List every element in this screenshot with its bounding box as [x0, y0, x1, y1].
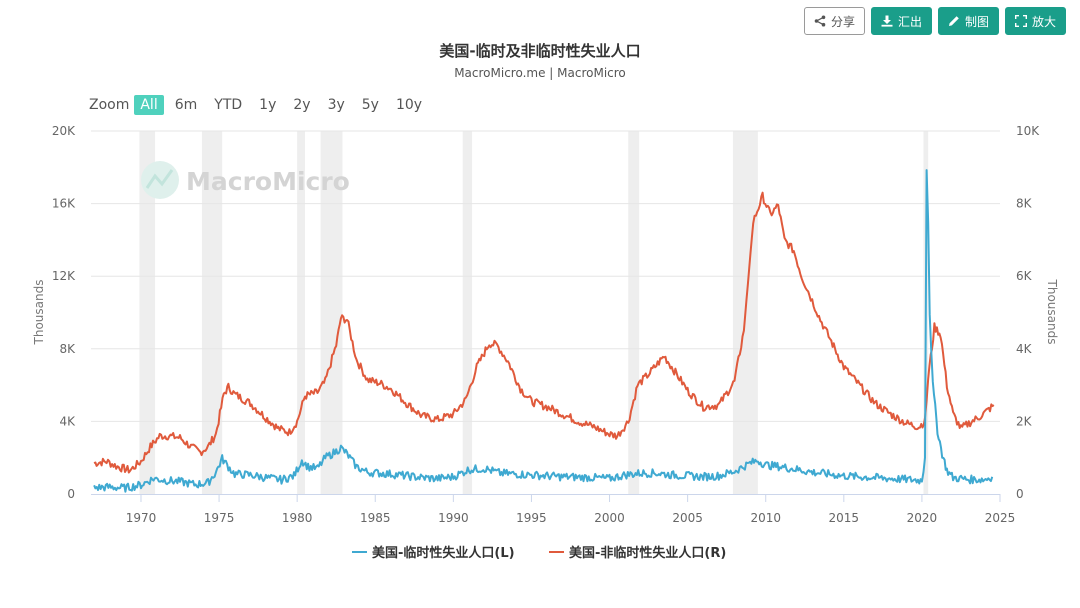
- recession-band-0: [139, 131, 156, 494]
- zoom-selector: Zoom All 6m YTD 1y 2y 3y 5y 10y: [89, 95, 433, 115]
- zoom-option-1y[interactable]: 1y: [259, 97, 277, 113]
- recession-band-1: [201, 131, 223, 494]
- left-tick-label-5: 20K: [52, 124, 76, 138]
- chart-title: 美国-临时及非临时性失业人口: [439, 42, 641, 60]
- x-tick-label-4: 1990: [438, 511, 469, 525]
- zoom-option-ytd[interactable]: YTD: [214, 97, 243, 113]
- right-axis-title: Thousands: [1045, 279, 1059, 345]
- share-icon: [814, 15, 826, 27]
- x-tick-label-6: 2000: [594, 511, 625, 525]
- expand-icon: [1014, 15, 1027, 27]
- x-tick-label-1: 1975: [204, 511, 235, 525]
- share-label: 分享: [830, 14, 855, 29]
- left-tick-label-1: 4K: [59, 414, 76, 428]
- zoom-option-6m[interactable]: 6m: [174, 97, 198, 113]
- x-tick-label-8: 2010: [750, 511, 781, 525]
- toolbar: 分享 汇出 制图 放大: [803, 7, 1066, 35]
- left-tick-label-4: 16K: [52, 197, 76, 211]
- zoom-option-3y[interactable]: 3y: [327, 97, 345, 113]
- zoom-option-5y[interactable]: 5y: [361, 97, 379, 113]
- right-tick-label-4: 8K: [1016, 197, 1033, 211]
- x-tick-label-9: 2015: [829, 511, 860, 525]
- chart-subtitle: MacroMicro.me | MacroMicro: [454, 66, 626, 80]
- zoom-option-all[interactable]: All: [134, 95, 164, 115]
- right-tick-label-2: 4K: [1016, 342, 1033, 356]
- legend-item-1: 美国-非临时性失业人口(R): [569, 545, 726, 561]
- left-tick-label-3: 12K: [52, 269, 76, 283]
- zoom-option-2y[interactable]: 2y: [293, 97, 311, 113]
- draw-label: 制图: [964, 14, 989, 29]
- recession-band-2: [297, 131, 305, 494]
- zoom-option-10y[interactable]: 10y: [395, 97, 423, 113]
- share-button[interactable]: 分享: [803, 7, 865, 35]
- watermark: MacroMicro: [141, 161, 350, 199]
- right-tick-label-0: 0: [1016, 487, 1024, 501]
- legend-item-0: 美国-临时性失业人口(L): [372, 545, 515, 561]
- x-tick-label-10: 2020: [907, 511, 938, 525]
- x-tick-label-7: 2005: [672, 511, 703, 525]
- left-tick-label-2: 8K: [59, 342, 76, 356]
- zoom-label: Zoom: [89, 97, 130, 113]
- left-tick-label-0: 0: [67, 487, 75, 501]
- export-button[interactable]: 汇出: [870, 7, 932, 35]
- right-tick-label-5: 10K: [1016, 124, 1040, 138]
- left-axis-title: Thousands: [32, 280, 46, 346]
- watermark-text: MacroMicro: [186, 167, 350, 196]
- recession-band-4: [462, 131, 473, 494]
- right-tick-label-3: 6K: [1016, 269, 1033, 283]
- recession-band-3: [320, 131, 343, 494]
- x-tick-label-11: 2025: [985, 511, 1016, 525]
- recession-band-5: [628, 131, 640, 494]
- download-icon: [881, 15, 893, 27]
- expand-label: 放大: [1031, 14, 1056, 29]
- export-label: 汇出: [897, 14, 922, 29]
- expand-button[interactable]: 放大: [1004, 7, 1066, 35]
- x-tick-label-0: 1970: [126, 511, 157, 525]
- series-line-0: [93, 169, 994, 493]
- x-tick-label-2: 1980: [282, 511, 313, 525]
- series-line-1: [93, 191, 995, 474]
- x-tick-label-5: 1995: [516, 511, 547, 525]
- pencil-icon: [948, 15, 960, 27]
- watermark-trend-icon: [145, 169, 174, 189]
- right-tick-label-1: 2K: [1016, 414, 1033, 428]
- draw-button[interactable]: 制图: [937, 7, 999, 35]
- x-tick-label-3: 1985: [360, 511, 391, 525]
